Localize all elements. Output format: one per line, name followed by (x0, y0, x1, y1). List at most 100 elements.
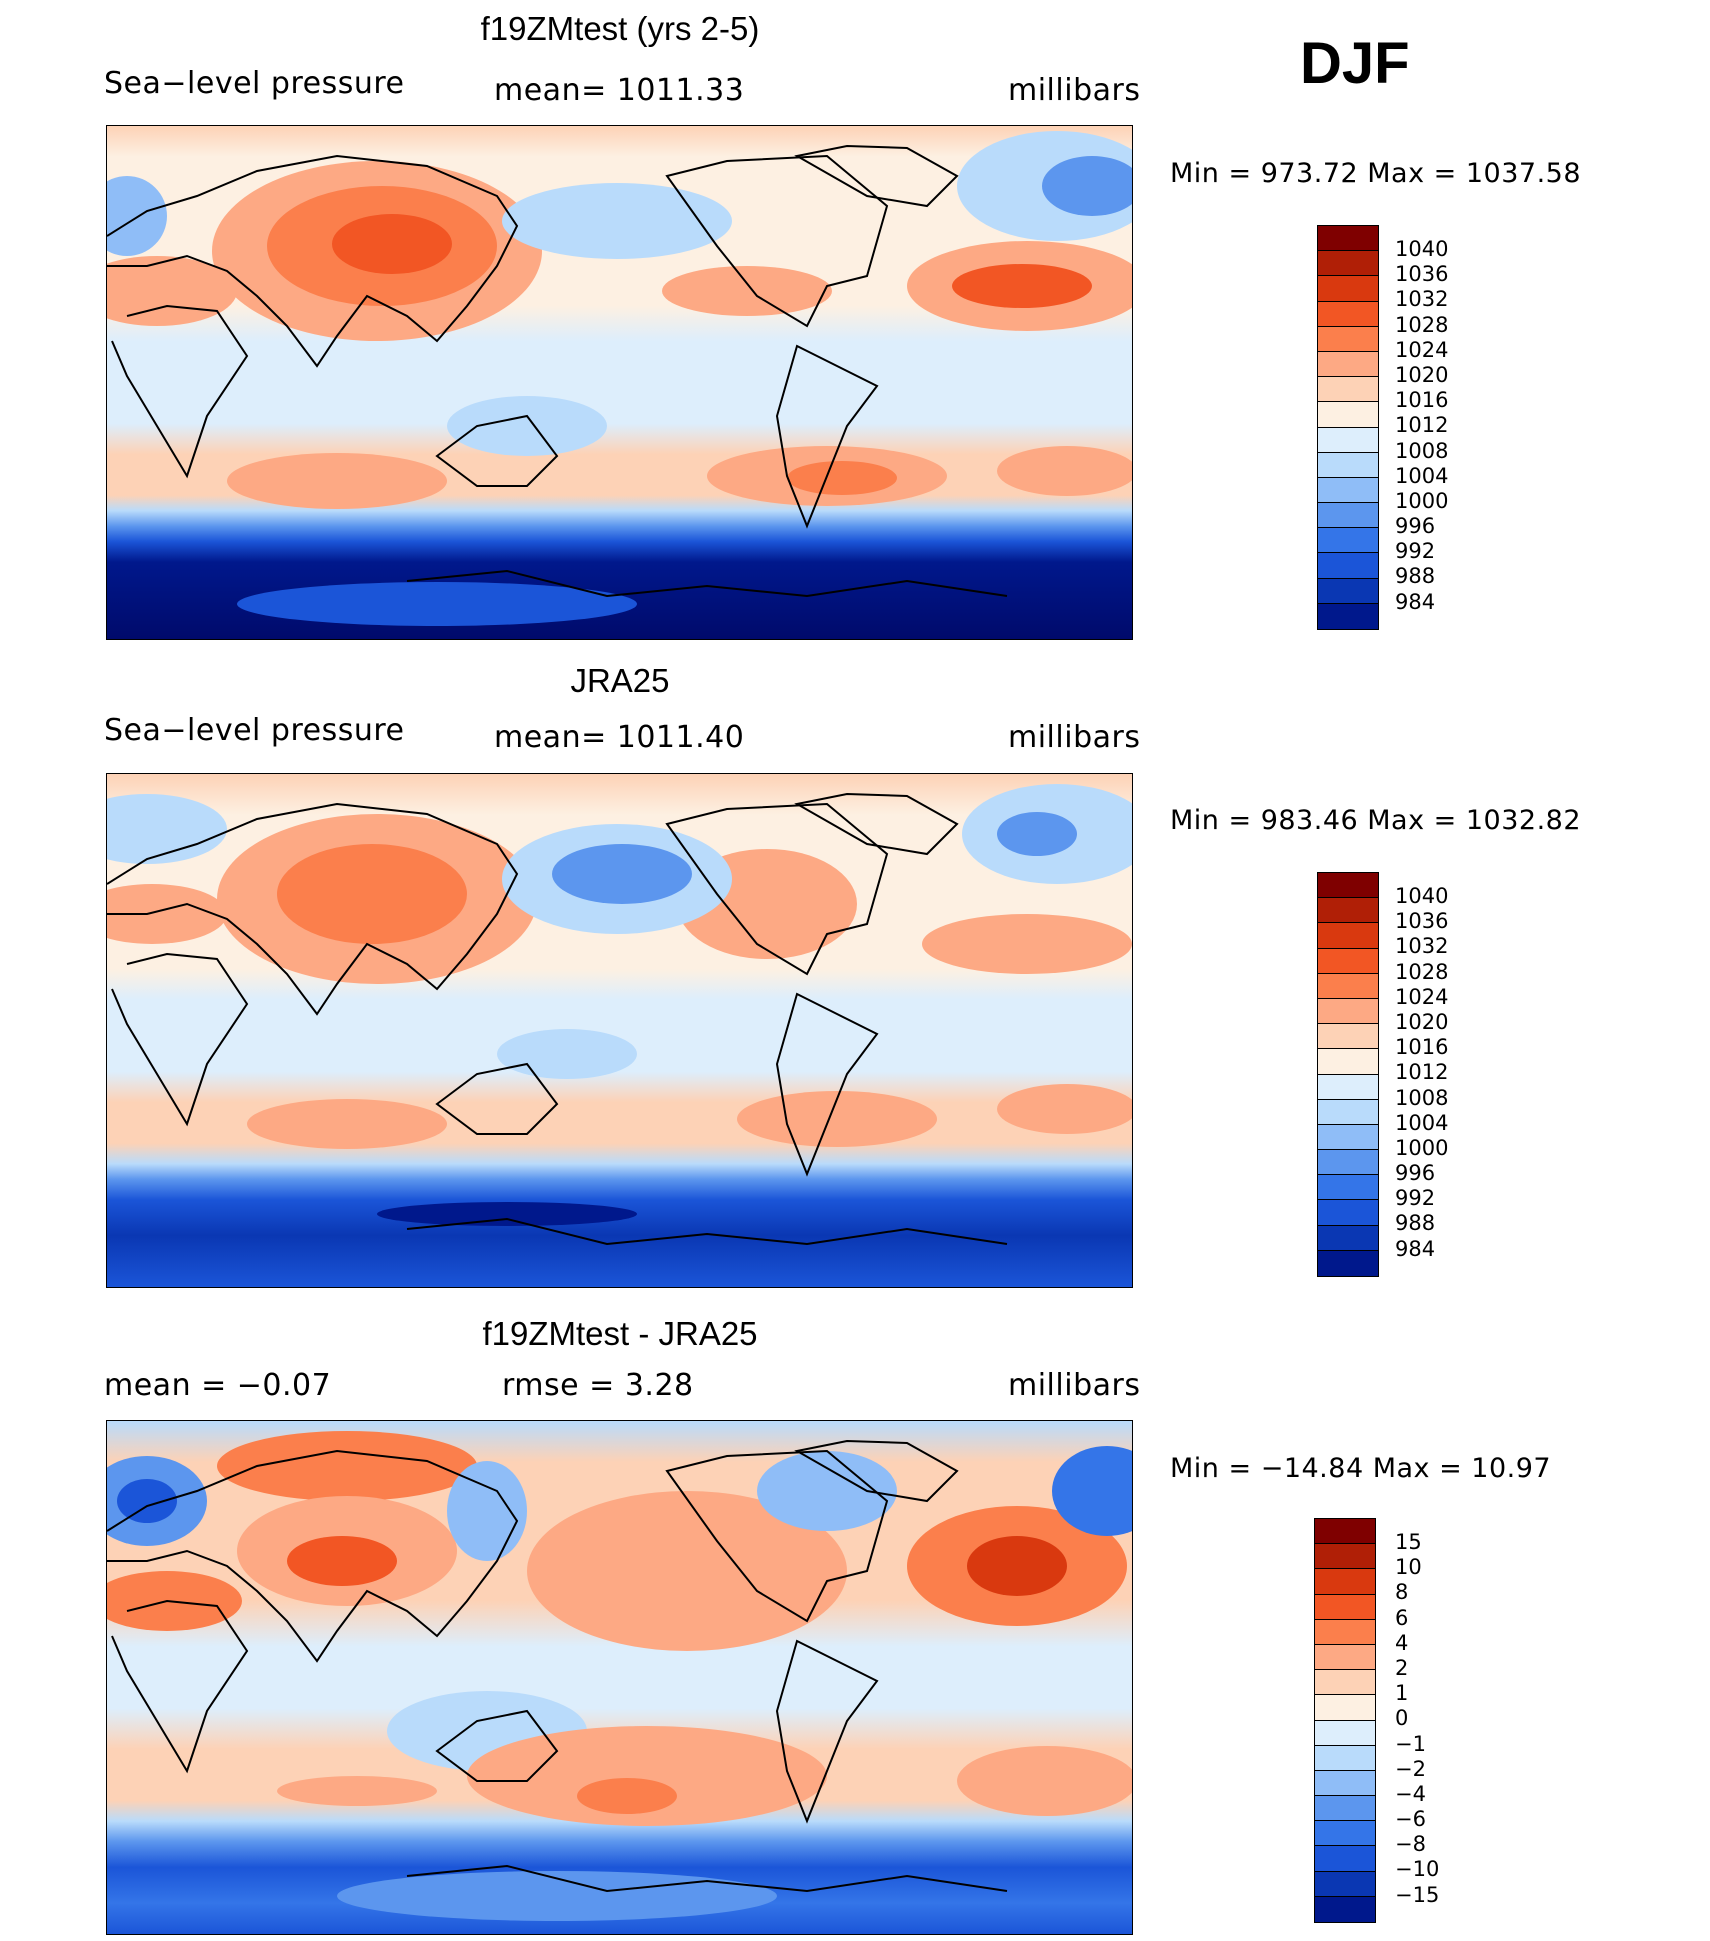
panel-3-colorbar-swatch (1315, 1644, 1375, 1671)
panel-2-colorbar-label: 1004 (1395, 1110, 1449, 1135)
panel-3-minmax: Min = −14.84 Max = 10.97 (1170, 1453, 1552, 1484)
panel-1-variable-label: Sea−level pressure (104, 66, 405, 101)
panel-3-arctic-positive (217, 1431, 477, 1501)
panel-1-colorbar-swatch (1318, 326, 1378, 352)
panel-3-antarctic-negative (337, 1871, 777, 1921)
panel-1-colorbar-swatch (1318, 503, 1378, 529)
panel-3-colorbar-swatch (1315, 1720, 1375, 1746)
panel-3-alaska-negative (757, 1451, 897, 1531)
panel-3-colorbar-label: −4 (1395, 1781, 1426, 1806)
panel-3-colorbar-swatch (1315, 1594, 1375, 1620)
panel-2-colorbar-label: 1040 (1395, 884, 1449, 908)
panel-2-colorbar-label: 996 (1395, 1161, 1436, 1186)
panel-1-west-low (107, 176, 167, 256)
panel-1-colorbar-label: 1016 (1395, 388, 1449, 413)
panel-3-colorbar-swatch (1315, 1745, 1375, 1771)
panel-2-units-label: millibars (1008, 720, 1141, 755)
panel-2-south-atlantic-high (997, 1084, 1132, 1134)
panel-2-icelandic-low (997, 812, 1077, 856)
panel-2-colorbar-label: 984 (1395, 1236, 1436, 1261)
panel-2-south-indian-high (247, 1099, 447, 1149)
panel-1-antarctica (237, 582, 637, 626)
panel-2-azores-west (107, 884, 227, 944)
panel-2-colorbar-swatch (1318, 1074, 1378, 1100)
panel-1-south-indian-high (227, 453, 447, 509)
panel-1-colorbar-label: 1040 (1395, 237, 1449, 261)
panel-3-colorbar-label: −10 (1395, 1857, 1440, 1882)
panel-2-colorbar-swatch (1318, 923, 1378, 949)
panel-2-colorbar-swatch (1318, 1225, 1378, 1251)
panel-2-colorbar-label: 1032 (1395, 934, 1449, 959)
panel-2-colorbar-swatch (1318, 1250, 1378, 1276)
panel-1-colorbar-swatch (1318, 276, 1378, 302)
panel-1-south-atlantic-high (997, 446, 1132, 496)
panel-2-colorbar-label: 1008 (1395, 1085, 1449, 1110)
panel-1-colorbar-swatch (1318, 402, 1378, 428)
panel-1-title: f19ZMtest (yrs 2-5) (480, 10, 760, 47)
panel-2-minmax: Min = 983.46 Max = 1032.82 (1170, 805, 1582, 836)
panel-1-colorbar-swatch (1318, 377, 1378, 403)
panel-2-colorbar-label: 1036 (1395, 909, 1449, 934)
panel-2-aleutian-low (552, 844, 692, 904)
panel-3-colorbar (1314, 1518, 1376, 1923)
panel-2-colorbar-label: 1024 (1395, 984, 1449, 1009)
panel-1-colorbar-swatch (1318, 528, 1378, 554)
panel-2-title: JRA25 (570, 662, 670, 699)
panel-2-colorbar-label: 992 (1395, 1186, 1436, 1211)
panel-3-colorbar-label: 1 (1395, 1681, 1409, 1706)
panel-2-mean-label: mean= 1011.40 (494, 720, 745, 755)
panel-3-colorbar-label: −15 (1395, 1882, 1440, 1907)
panel-2-colorbar-swatch (1318, 998, 1378, 1025)
panel-3-north-atlantic-negative-core (117, 1479, 177, 1523)
panel-2-colorbar (1317, 872, 1379, 1277)
panel-2-southern-trough (377, 1202, 637, 1226)
panel-3-south-atlantic-positive (957, 1746, 1132, 1816)
panel-1-icelandic-low (1042, 156, 1132, 216)
panel-1-siberian-high-core (332, 214, 452, 274)
panel-1-colorbar-swatch (1318, 301, 1378, 327)
panel-2-colorbar-labels: 1040 1036 1032 1028 1024 1020 1016 1012 … (1395, 884, 1448, 1262)
panel-1-colorbar-label: 1008 (1395, 438, 1449, 463)
panel-3-colorbar-swatch (1315, 1569, 1375, 1595)
panel-3-units-label: millibars (1008, 1368, 1141, 1403)
panel-1-colorbar-swatch (1318, 427, 1378, 453)
panel-3-colorbar-label: −2 (1395, 1756, 1426, 1781)
panel-1-aleutian-low (502, 183, 732, 259)
panel-2-colorbar-label: 1016 (1395, 1035, 1449, 1060)
panel-1-colorbar-label: 988 (1395, 564, 1436, 589)
panel-2-south-pacific-high (737, 1091, 937, 1147)
panel-3-title: f19ZMtest - JRA25 (482, 1315, 758, 1352)
panel-3-colorbar-label: 15 (1395, 1530, 1422, 1554)
panel-1-pacific-high (662, 266, 832, 316)
panel-1-colorbar-swatch (1318, 553, 1378, 579)
panel-1-colorbar-swatch (1318, 452, 1378, 478)
panel-1-colorbar-label: 1000 (1395, 488, 1449, 513)
panel-1-azores-high (952, 264, 1092, 308)
panel-1-colorbar-swatch (1318, 603, 1378, 629)
panel-3-colorbar-label: −1 (1395, 1731, 1426, 1756)
panel-1-colorbar-swatch (1318, 351, 1378, 378)
season-label: DJF (1300, 31, 1410, 96)
panel-1-colorbar-label: 992 (1395, 539, 1436, 564)
panel-2-colorbar-label: 1012 (1395, 1060, 1449, 1085)
panel-3-colorbar-label: −8 (1395, 1832, 1426, 1857)
panel-1-colorbar-swatch (1318, 578, 1378, 604)
panel-3-pacific-positive (527, 1491, 847, 1651)
panel-2-variable-label: Sea−level pressure (104, 713, 405, 748)
panel-3-colorbar-label: 0 (1395, 1706, 1409, 1731)
panel-1-colorbar-label: 1012 (1395, 413, 1449, 438)
panel-3-colorbar-swatch (1315, 1770, 1375, 1797)
panel-2-azores-high (922, 914, 1132, 974)
panel-3-colorbar-swatch (1315, 1896, 1375, 1922)
panel-1-colorbar-swatch (1318, 477, 1378, 504)
panel-2-colorbar-swatch (1318, 973, 1378, 999)
panel-2-siberian-high (277, 844, 467, 944)
panel-3-colorbar-labels: 15 10 8 6 4 2 1 0 −1 −2 −4 −6 −8 −10 −15 (1395, 1530, 1439, 1908)
panel-3-colorbar-swatch (1315, 1695, 1375, 1721)
panel-1-colorbar-label: 984 (1395, 589, 1436, 614)
panel-3-asia-positive-core (287, 1536, 397, 1586)
panel-2-colorbar-label: 1020 (1395, 1009, 1449, 1034)
panel-2-colorbar-swatch (1318, 1175, 1378, 1201)
panel-3-colorbar-swatch (1315, 1796, 1375, 1822)
panel-2-colorbar-swatch (1318, 1049, 1378, 1075)
